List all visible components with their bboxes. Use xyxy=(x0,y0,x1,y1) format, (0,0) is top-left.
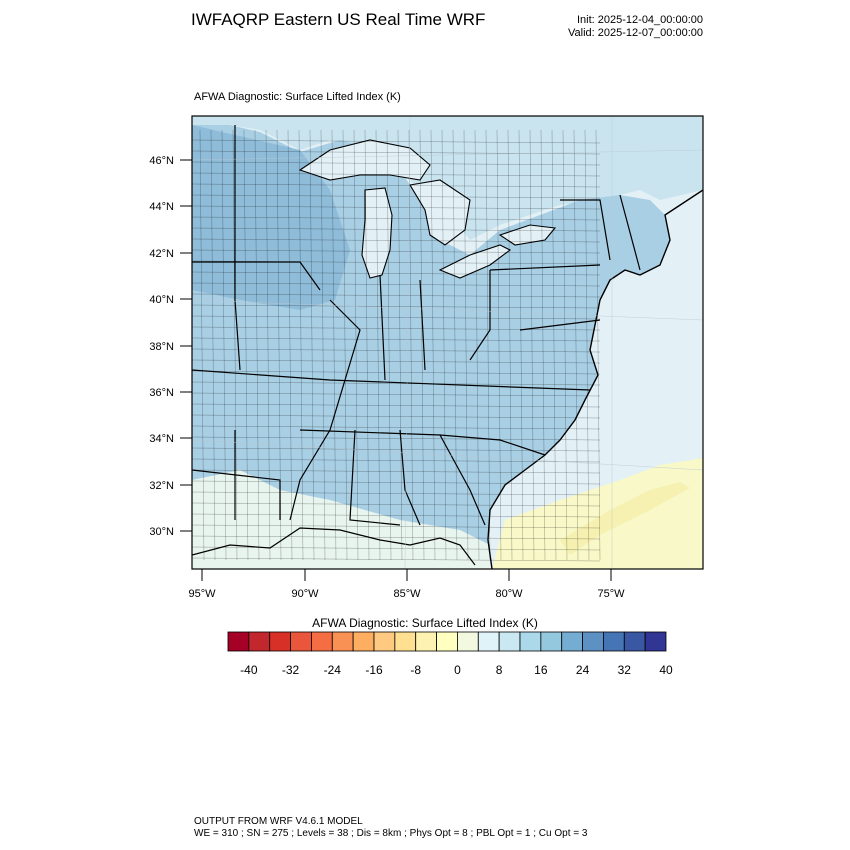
lon-tick-label: 95°W xyxy=(188,588,216,600)
colorbar-tick-label: 0 xyxy=(454,663,461,677)
colorbar-swatch xyxy=(498,631,521,652)
colorbar-swatch xyxy=(415,631,437,652)
lat-tick-label: 36°N xyxy=(149,387,174,399)
colorbar-swatch xyxy=(519,631,542,652)
colorbar-swatch xyxy=(331,631,354,652)
colorbar-swatch xyxy=(561,631,583,652)
atlantic-warm-core xyxy=(560,482,690,555)
colorbar-swatch xyxy=(603,631,625,652)
lat-tick-label: 42°N xyxy=(149,248,174,260)
map-frame xyxy=(191,115,704,570)
valid-time: Valid: 2025-12-07_00:00:00 xyxy=(568,27,703,39)
lake-erie xyxy=(438,244,512,279)
colorbar-swatch xyxy=(373,631,396,652)
colorbar-swatch xyxy=(269,631,291,652)
colorbar-swatch xyxy=(623,631,646,652)
colorbar-tick-label: 40 xyxy=(659,663,673,677)
colorbar-tick-labels: -40 -32 -24 -16 -8 0 8 16 24 32 40 xyxy=(240,663,673,677)
colorbar-swatch xyxy=(436,631,458,652)
colorbar-swatch xyxy=(248,631,271,652)
colorbar-tick-label: -40 xyxy=(240,663,258,677)
lat-tick-label: 46°N xyxy=(149,155,174,167)
colorbar-tick-label: -8 xyxy=(410,663,421,677)
lat-tick-label: 34°N xyxy=(149,433,174,445)
colorbar-tick-label: 16 xyxy=(534,663,548,677)
lon-tick-label: 75°W xyxy=(597,588,625,600)
lon-tick-label: 85°W xyxy=(393,588,421,600)
init-time: Init: 2025-12-04_00:00:00 xyxy=(577,14,703,26)
longitude-axis: 95°W 90°W 85°W 80°W 75°W xyxy=(188,569,625,600)
colorbar-tick-label: 32 xyxy=(618,663,632,677)
map-subtitle: AFWA Diagnostic: Surface Lifted Index (K… xyxy=(194,91,401,103)
colorbar-swatch xyxy=(644,631,667,652)
colorbar-tick-label: -32 xyxy=(282,663,300,677)
colorbar xyxy=(227,631,667,652)
model-config-line: WE = 310 ; SN = 275 ; Levels = 38 ; Dis … xyxy=(194,828,588,839)
colorbar-tick-label: -24 xyxy=(324,663,342,677)
map-plot-area xyxy=(192,116,703,569)
canada-region xyxy=(192,116,703,240)
lat-tick-label: 40°N xyxy=(149,294,174,306)
gulf-coastline xyxy=(192,527,476,566)
colorbar-swatch xyxy=(290,631,312,652)
colorbar-swatch xyxy=(540,631,563,652)
colorbar-title: AFWA Diagnostic: Surface Lifted Index (K… xyxy=(312,616,538,630)
lat-tick-label: 44°N xyxy=(149,201,174,213)
latitude-axis: 46°N 44°N 42°N 40°N 38°N 36°N 34°N 32°N 30°N xyxy=(149,155,192,538)
lat-tick-label: 38°N xyxy=(149,341,174,353)
colorbar-swatch xyxy=(352,631,375,652)
main-title: IWFAQRP Eastern US Real Time WRF xyxy=(191,10,486,29)
gulf-coast-region xyxy=(192,470,492,569)
colorbar-tick-label: 8 xyxy=(496,663,503,677)
lake-huron xyxy=(409,179,471,246)
model-info-line: OUTPUT FROM WRF V4.6.1 MODEL xyxy=(194,816,363,827)
colorbar-tick-label: 24 xyxy=(576,663,590,677)
coastline xyxy=(487,189,703,569)
county-boundaries xyxy=(192,129,601,562)
lon-tick-label: 80°W xyxy=(495,588,523,600)
county-line-mesh xyxy=(192,129,601,562)
colorbar-swatch xyxy=(582,631,604,652)
lon-tick-label: 90°W xyxy=(291,588,319,600)
colorbar-swatch xyxy=(227,631,250,652)
colorbar-swatch xyxy=(477,631,500,652)
lat-tick-label: 30°N xyxy=(149,526,174,538)
colorbar-tick-label: -16 xyxy=(365,663,383,677)
colorbar-swatch xyxy=(457,631,479,652)
colorbar-swatch xyxy=(311,631,333,652)
lake-ontario xyxy=(498,224,557,246)
lat-tick-label: 32°N xyxy=(149,480,174,492)
colorbar-swatch xyxy=(394,631,417,652)
graticule xyxy=(192,116,703,569)
